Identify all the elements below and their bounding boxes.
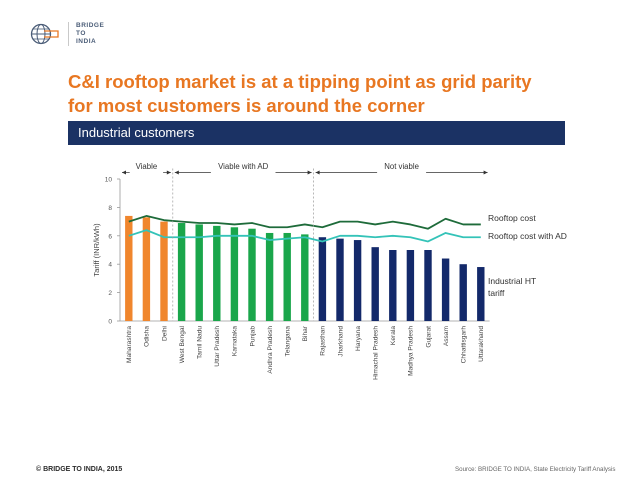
bar-11	[318, 237, 327, 321]
group-arrow-right-2	[483, 170, 488, 175]
slide-title-line-1: C&I rooftop market is at a tipping point…	[68, 71, 532, 92]
group-arrow-right-1	[307, 170, 312, 175]
footer-copyright: © BRIDGE TO INDIA, 2015	[36, 466, 123, 473]
group-label-0: Viable	[136, 162, 158, 171]
group-label-2: Not viable	[384, 162, 419, 171]
x-tick-label-13: Haryana	[355, 326, 362, 351]
group-arrow-left-1	[174, 170, 179, 175]
y-axis-title: Tariff (INR/kWh)	[92, 223, 101, 277]
bar-7	[248, 228, 256, 321]
bar-14	[371, 247, 379, 321]
x-tick-label-5: Uttar Pradesh	[214, 326, 221, 367]
x-tick-label-3: West Bengal	[179, 325, 186, 363]
bar-2	[160, 221, 168, 321]
slide-title-line-2: for most customers is around the corner	[68, 95, 425, 116]
bar-17	[424, 250, 432, 321]
bar-19	[459, 264, 467, 321]
x-tick-label-17: Gujarat	[425, 326, 432, 348]
bar-5	[213, 225, 221, 321]
x-tick-label-0: Maharashtra	[126, 326, 133, 363]
legend-tariff-line-1: Industrial HT	[488, 276, 536, 286]
group-arrow-left-0	[122, 170, 126, 175]
bar-12	[336, 238, 344, 321]
x-tick-label-1: Odisha	[144, 326, 151, 347]
globe-grid-icon	[30, 23, 59, 45]
section-banner: Industrial customers	[68, 121, 565, 145]
slide-title: C&I rooftop market is at a tipping point…	[68, 70, 608, 118]
x-tick-label-4: Tamil Nadu	[197, 326, 204, 359]
bar-4	[195, 224, 203, 321]
x-tick-label-9: Telangana	[285, 326, 292, 357]
x-tick-label-7: Punjab	[249, 326, 256, 347]
x-tick-label-2: Delhi	[161, 325, 168, 341]
bar-0	[125, 215, 133, 321]
logo-line-2: TO	[76, 30, 86, 37]
x-tick-label-20: Uttarakhand	[478, 326, 485, 362]
bar-15	[389, 250, 397, 321]
rooftop-cost-line	[128, 215, 481, 230]
section-banner-label: Industrial customers	[78, 125, 195, 140]
y-tick-label: 6	[108, 233, 112, 240]
bar-16	[406, 250, 415, 321]
rooftop-cost-with-ad-line	[128, 229, 481, 243]
logo-wordmark: BRIDGE TO INDIA	[68, 22, 104, 46]
x-tick-label-6: Karnataka	[232, 326, 239, 356]
bar-10	[301, 234, 309, 321]
y-tick-label: 10	[105, 177, 113, 184]
x-tick-label-10: Bihar	[302, 325, 309, 341]
x-tick-label-12: Jharkhand	[337, 326, 344, 357]
x-tick-label-16: Madhya Pradesh	[408, 326, 415, 376]
y-tick-label: 8	[108, 205, 112, 212]
x-tick-label-8: Andhra Pradesh	[267, 326, 274, 374]
bar-6	[230, 227, 239, 321]
y-tick-label: 4	[108, 262, 112, 269]
legend-tariff-line-2: tariff	[488, 288, 505, 298]
x-tick-label-19: Chhattisgarh	[461, 326, 468, 364]
logo: BRIDGE TO INDIA	[30, 22, 104, 46]
bar-13	[353, 240, 362, 321]
bar-20	[477, 267, 485, 321]
x-tick-label-18: Assam	[443, 325, 450, 346]
bar-9	[283, 232, 291, 321]
group-arrow-left-2	[315, 170, 320, 175]
bar-18	[441, 258, 450, 321]
bar-3	[177, 223, 186, 321]
legend-rooftop-cost: Rooftop cost	[488, 213, 536, 223]
group-label-1: Viable with AD	[218, 162, 269, 171]
bar-1	[142, 217, 151, 321]
x-tick-label-14: Himachal Pradesh	[373, 326, 380, 380]
bar-8	[265, 232, 274, 321]
group-arrow-right-0	[166, 170, 171, 175]
x-tick-label-11: Rajasthan	[320, 326, 327, 356]
legend-rooftop-cost-with-ad: Rooftop cost with AD	[488, 231, 567, 241]
x-tick-label-15: Kerala	[390, 326, 397, 345]
y-tick-label: 0	[108, 319, 112, 326]
logo-line-1: BRIDGE	[76, 22, 105, 29]
logo-line-3: INDIA	[76, 38, 97, 45]
footer-source: Source: BRIDGE TO INDIA, State Electrici…	[455, 466, 616, 473]
y-tick-label: 2	[108, 290, 112, 297]
